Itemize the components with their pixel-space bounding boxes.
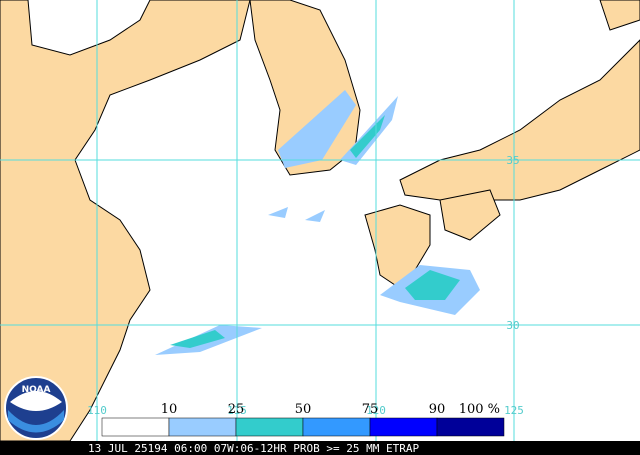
footer-text: 13 JUL 25194 06:00 07W:06-12HR PROB >= 2… xyxy=(88,442,420,455)
legend-swatch xyxy=(369,417,438,437)
legend-swatch xyxy=(302,417,371,437)
lon-label: 110 xyxy=(87,404,107,417)
legend-label: 50 xyxy=(295,402,312,417)
legend-swatch xyxy=(101,417,170,437)
lat-label: 35 xyxy=(506,154,519,167)
noaa-logo: NOAA xyxy=(4,376,68,440)
legend-label: 25 xyxy=(228,402,245,417)
legend: 10 25 50 75 90 100 % xyxy=(101,402,505,437)
lon-label: 120 xyxy=(366,404,386,417)
probability-areas xyxy=(155,90,480,355)
lon-label: 125 xyxy=(504,404,524,417)
legend-swatch xyxy=(168,417,237,437)
legend-swatch xyxy=(436,417,505,437)
footer-bar xyxy=(0,441,640,455)
legend-label: 90 xyxy=(429,402,446,417)
legend-label: 75 xyxy=(362,402,379,417)
graticule: 110 115 120 125 35 30 xyxy=(0,0,640,441)
lat-label: 30 xyxy=(506,319,519,332)
legend-label: 10 xyxy=(161,402,178,417)
legend-label: 100 % xyxy=(459,402,500,417)
logo-text: NOAA xyxy=(22,385,51,395)
lon-label: 115 xyxy=(227,404,247,417)
legend-swatch xyxy=(235,417,304,437)
